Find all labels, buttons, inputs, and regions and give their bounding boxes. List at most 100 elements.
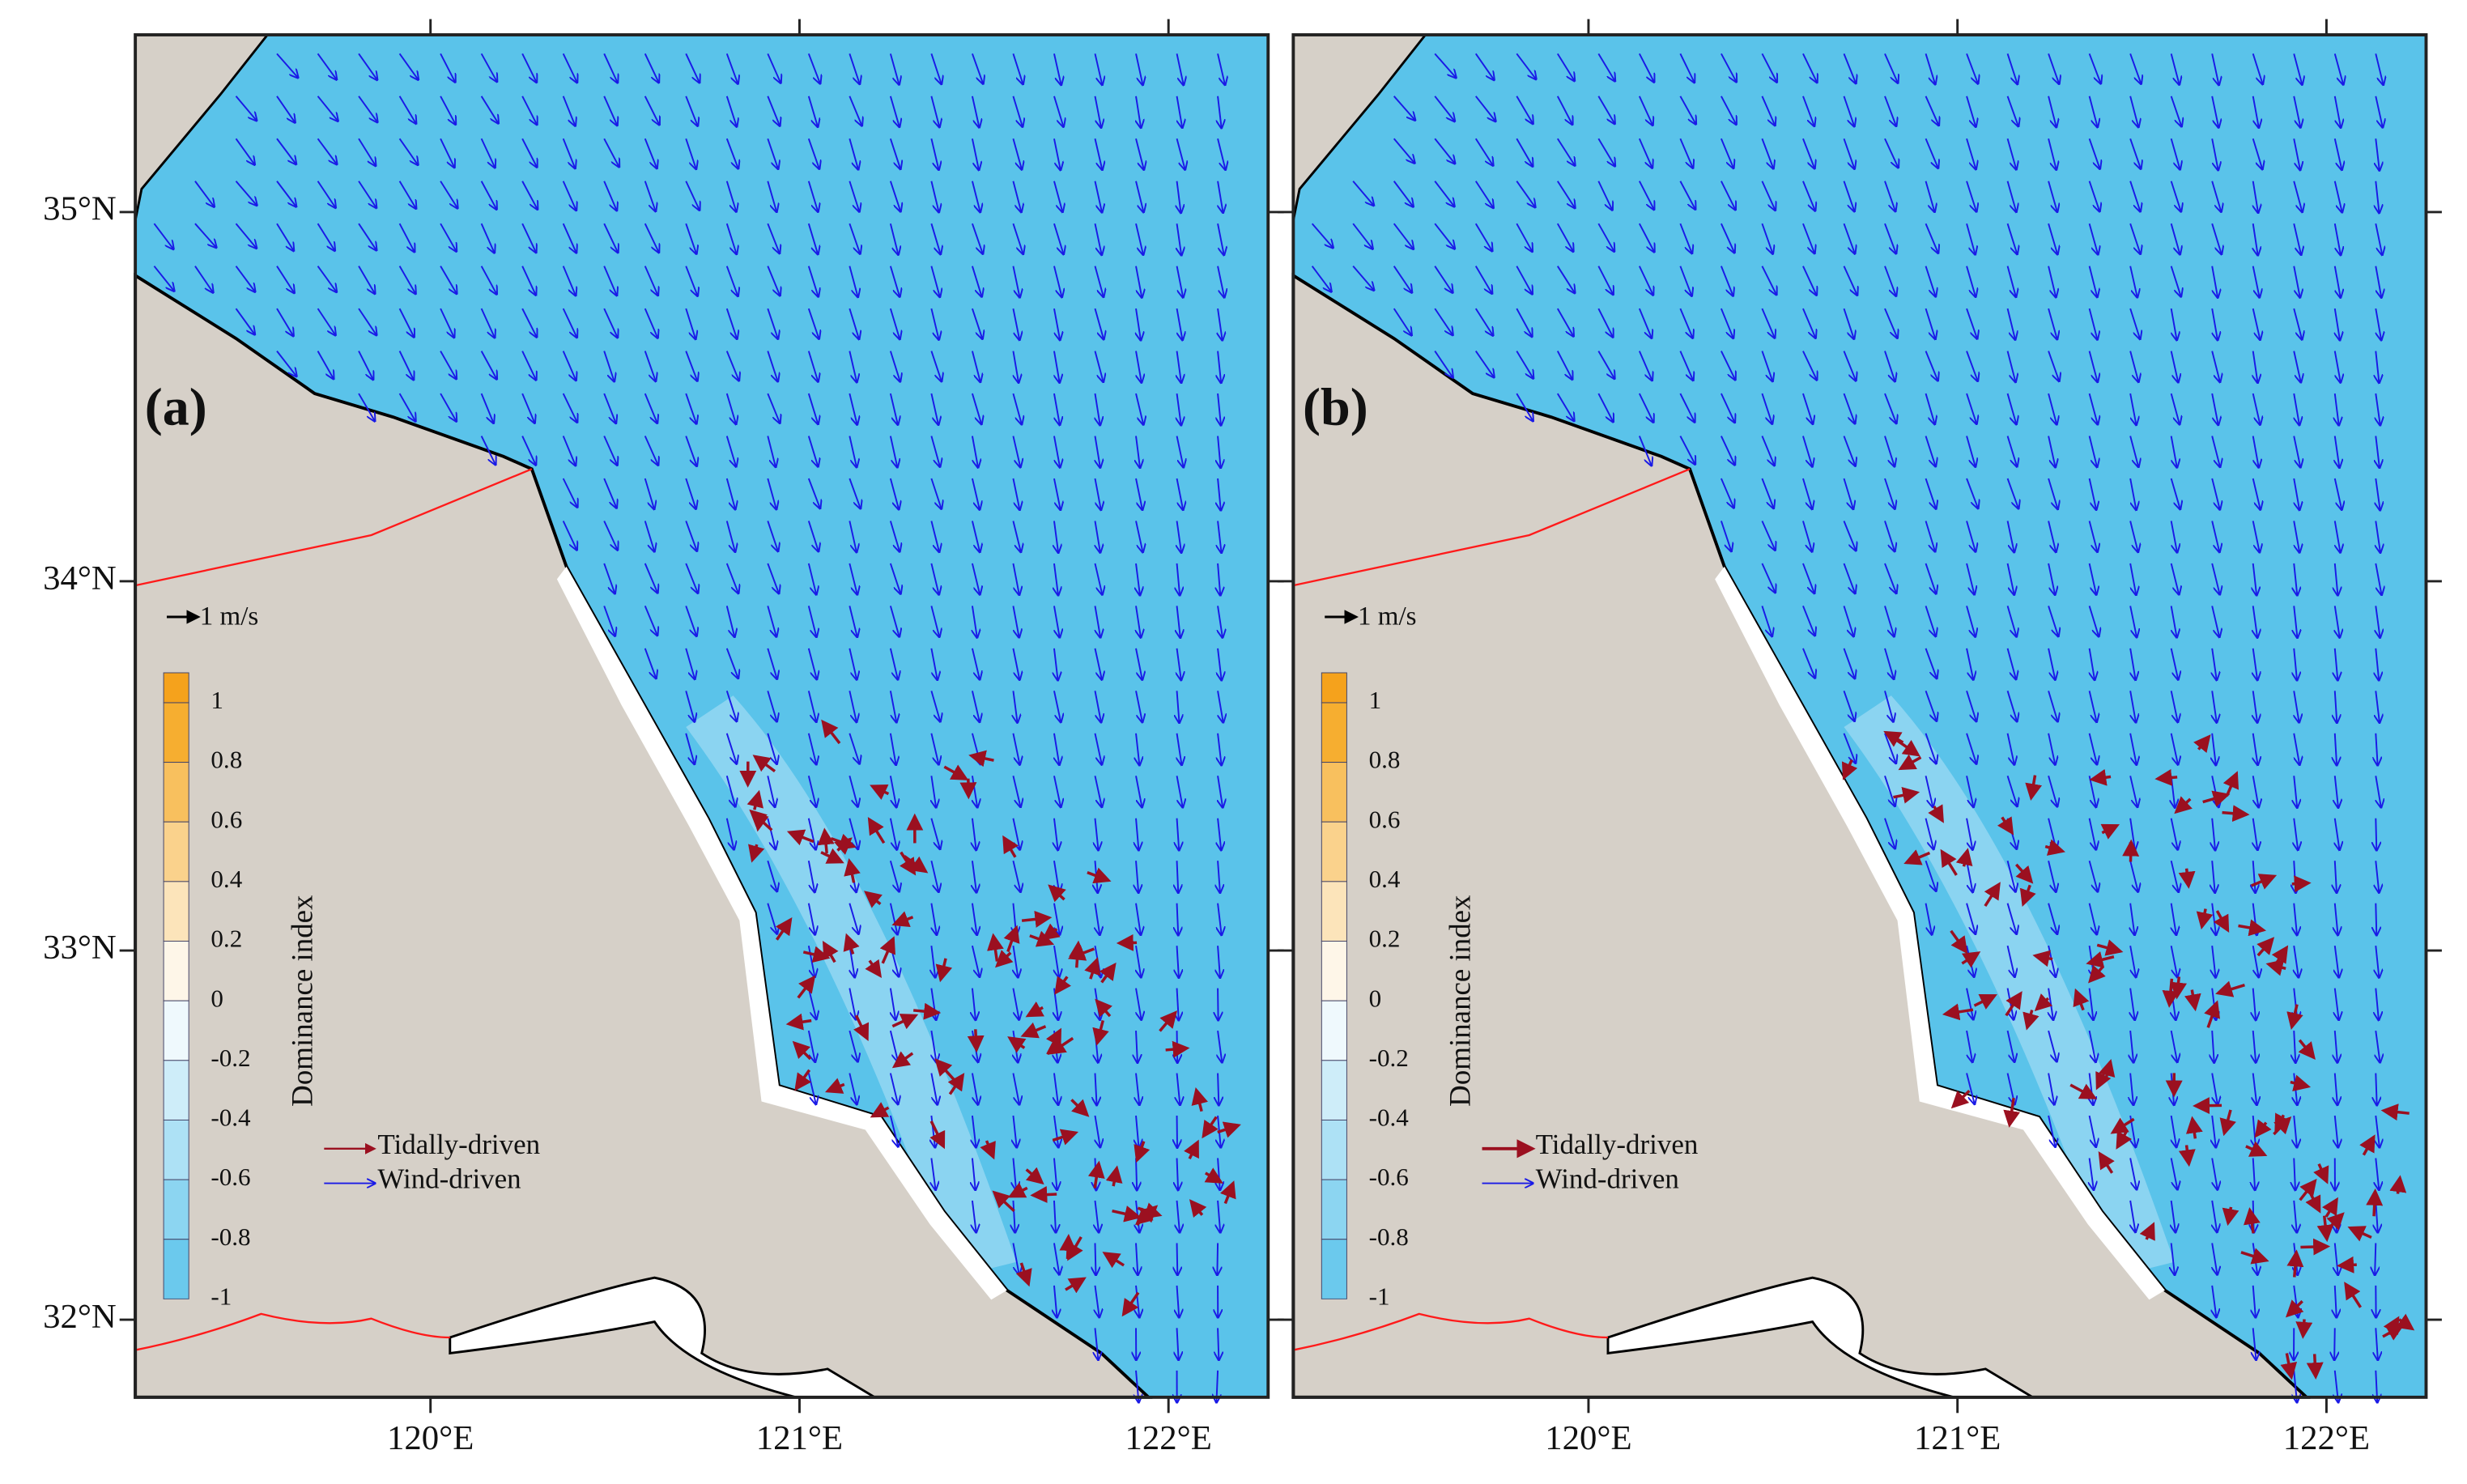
wind-arrow — [1638, 436, 1652, 466]
wind-arrow — [1843, 563, 1855, 593]
boundary-line — [1293, 468, 1691, 587]
wind-arrow — [2006, 393, 2017, 423]
wind-arrow — [194, 223, 216, 247]
wind-arrow — [2375, 563, 2381, 594]
colorbar-segment — [1321, 1000, 1347, 1061]
wind-arrow — [1761, 96, 1775, 125]
wind-arrow — [1884, 691, 1893, 721]
tide-arrow — [1121, 1291, 1140, 1317]
wind-arrow — [2375, 223, 2382, 254]
wind-arrow — [2048, 266, 2056, 297]
tide-arrow — [2086, 951, 2115, 968]
wind-arrow — [725, 478, 735, 509]
wind-arrow — [1177, 1073, 1180, 1105]
tide-arrow — [2313, 1163, 2329, 1184]
wind-arrow — [2335, 648, 2338, 680]
wind-arrow — [930, 351, 941, 381]
wind-arrow — [2048, 733, 2055, 764]
wind-arrow — [2006, 308, 2015, 339]
wind-arrow — [972, 1158, 976, 1189]
wind-arrow — [1135, 988, 1142, 1019]
wind-arrow — [1054, 521, 1058, 552]
wind-arrow — [1136, 1158, 1137, 1189]
wind-arrow — [2293, 733, 2299, 764]
wind-arrow — [2048, 393, 2057, 424]
wind-arrow — [2170, 648, 2178, 679]
wind-arrow — [2253, 1073, 2257, 1105]
wind-arrow — [1761, 53, 1776, 82]
wind-arrow — [1721, 308, 1733, 338]
wind-arrow — [1054, 1200, 1056, 1232]
wind-arrow — [2335, 1073, 2337, 1105]
wind-arrow — [1884, 478, 1895, 508]
tide-arrow — [891, 1051, 914, 1069]
wind-arrow — [1095, 1285, 1099, 1317]
wind-arrow — [891, 988, 895, 1019]
panel-frame — [134, 33, 1270, 1399]
wind-arrow — [2335, 436, 2340, 467]
map-panel — [134, 33, 1270, 1402]
wind-arrow — [644, 351, 656, 381]
wind-arrow — [1843, 393, 1854, 423]
tide-arrow — [2238, 919, 2267, 937]
wind-arrow — [889, 393, 898, 424]
wind-arrow — [480, 308, 495, 337]
wind-arrow — [725, 223, 737, 253]
wind-arrow — [2006, 521, 2014, 551]
wind-arrow — [1054, 563, 1058, 595]
wind-arrow — [2252, 393, 2261, 424]
wind-arrow — [1802, 308, 1815, 338]
wind-arrow — [2294, 903, 2297, 935]
tide-arrow — [2347, 1226, 2372, 1242]
wind-arrow — [807, 308, 819, 338]
wind-arrow — [1761, 436, 1774, 466]
wind-arrow — [1217, 1243, 1218, 1274]
wind-arrow — [1925, 96, 1939, 125]
wind-arrow — [1094, 351, 1103, 382]
wind-arrow — [358, 181, 376, 207]
wind-arrow — [2211, 521, 2219, 551]
wind-arrow — [2088, 563, 2096, 594]
wind-arrow — [2293, 351, 2300, 382]
wind-arrow — [1597, 223, 1614, 251]
wind-arrow — [2130, 1073, 2133, 1105]
wind-arrow — [1012, 138, 1021, 168]
wind-arrow — [889, 691, 896, 721]
wind-arrow — [153, 266, 173, 291]
wind-arrow — [1218, 733, 1221, 765]
colorbar-tick-label: 0.8 — [211, 746, 242, 774]
wind-arrow — [725, 648, 738, 678]
wind-arrow — [1843, 478, 1852, 508]
tide-arrow — [1984, 882, 2001, 908]
wind-arrow — [603, 351, 614, 381]
wind-arrow — [1393, 138, 1414, 163]
wind-arrow — [807, 138, 819, 168]
wind-arrow — [2129, 521, 2137, 551]
wind-arrow — [1474, 266, 1492, 293]
wind-arrow — [2376, 436, 2380, 468]
wind-arrow — [644, 223, 659, 252]
tide-arrow — [1116, 933, 1138, 951]
wind-arrow — [1177, 733, 1182, 764]
wind-arrow — [807, 521, 819, 551]
wind-arrow — [1012, 1073, 1019, 1104]
wind-arrow — [1802, 521, 1812, 551]
tide-arrow — [1048, 1036, 1074, 1055]
tide-arrow — [2380, 1103, 2410, 1121]
wind-arrow — [1176, 138, 1185, 169]
wind-arrow — [807, 691, 816, 721]
tide-arrow — [751, 813, 769, 832]
wind-arrow — [398, 393, 415, 421]
wind-arrow — [2088, 860, 2098, 891]
tide-arrow — [2089, 768, 2112, 786]
wind-arrow — [1054, 1115, 1058, 1147]
wind-arrow — [1012, 521, 1020, 551]
wind-arrow — [2376, 1200, 2377, 1232]
tide-arrow — [2244, 1207, 2261, 1234]
wind-arrow — [1135, 521, 1142, 551]
tide-arrow — [2222, 805, 2250, 823]
wind-arrow — [1218, 1073, 1219, 1105]
wind-arrow — [1843, 691, 1854, 721]
tide-arrow — [1217, 1121, 1241, 1138]
tide-arrow — [2202, 790, 2231, 807]
